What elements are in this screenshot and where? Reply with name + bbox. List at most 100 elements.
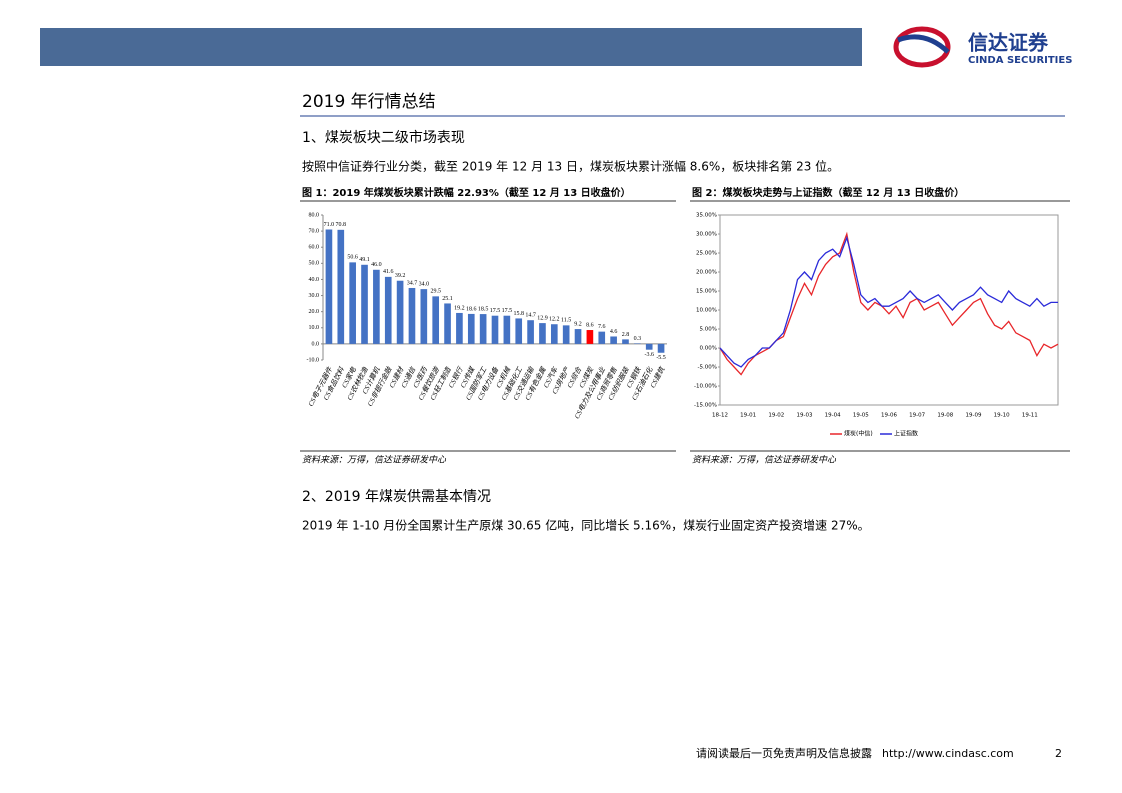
legend-label: 煤炭(中信) — [844, 430, 873, 438]
bar — [586, 330, 594, 344]
x-tick-label: 18-12 — [712, 413, 728, 419]
data-label: 17.5 — [490, 308, 501, 314]
legend-label: 上证指数 — [894, 430, 918, 438]
bar — [337, 229, 345, 344]
x-tick-label: 19-05 — [853, 413, 869, 419]
bar — [456, 312, 463, 344]
y-tick-label: -10.0 — [307, 357, 320, 363]
data-label: 12.9 — [537, 315, 548, 321]
y-tick-label: 10.00% — [696, 308, 717, 314]
logo-icon — [893, 26, 951, 68]
x-tick-label: 19-03 — [797, 413, 813, 419]
x-tick-label: 19-11 — [1022, 413, 1038, 419]
logo-cn: 信达证券 — [968, 31, 1049, 55]
line-series — [719, 235, 1058, 368]
y-tick-label: 20.0 — [309, 309, 320, 315]
chart-title: 图 1：2019 年煤炭板块累计跌幅 22.93%（截至 12 月 13 日收盘… — [302, 186, 631, 199]
bar — [420, 289, 428, 344]
y-tick-label: 0.0 — [312, 341, 320, 347]
data-label: 29.5 — [430, 289, 441, 295]
data-label: 50.6 — [347, 255, 358, 261]
bar — [515, 318, 523, 344]
bar — [432, 296, 440, 344]
section-heading: 2、2019 年煤炭供需基本情况 — [302, 488, 491, 505]
data-label: 18.6 — [466, 306, 477, 312]
bar — [361, 264, 368, 344]
data-label: 41.6 — [383, 269, 394, 275]
bar — [349, 262, 356, 344]
bar — [396, 280, 404, 344]
bar — [610, 336, 617, 344]
y-tick-label: 70.0 — [309, 228, 320, 234]
data-label: 2.8 — [622, 332, 630, 338]
data-label: 9.2 — [574, 321, 582, 327]
data-label: 12.2 — [549, 317, 560, 323]
data-label: 46.0 — [371, 262, 382, 268]
bar — [539, 323, 546, 344]
y-tick-label: 35.00% — [696, 213, 717, 219]
line-series — [719, 231, 1059, 376]
data-label: 49.1 — [359, 257, 370, 263]
x-tick-label: 19-01 — [740, 413, 756, 419]
page-number: 2 — [1055, 747, 1062, 760]
logo-en: CINDA SECURITIES — [968, 55, 1072, 66]
y-tick-label: 60.0 — [309, 245, 320, 251]
bar — [325, 229, 333, 344]
section-text: 2019 年 1-10 月份全国累计生产原煤 30.65 亿吨，同比增长 5.1… — [302, 518, 870, 533]
bar — [503, 315, 511, 344]
y-tick-label: 15.00% — [696, 289, 717, 295]
data-label: 14.7 — [525, 313, 536, 319]
x-tick-label: 19-10 — [994, 413, 1010, 419]
bar — [373, 269, 380, 344]
x-tick-label: 19-08 — [937, 413, 953, 419]
x-tick-label: 19-09 — [966, 413, 982, 419]
bar — [479, 314, 487, 344]
x-tick-label: 19-04 — [825, 413, 841, 419]
y-tick-label: -15.00% — [694, 403, 717, 409]
data-label: -5.5 — [656, 355, 666, 361]
data-label: 19.2 — [454, 305, 465, 311]
data-label: 25.1 — [442, 296, 453, 302]
y-tick-label: 20.00% — [696, 270, 717, 276]
section-heading: 1、煤炭板块二级市场表现 — [302, 129, 465, 146]
bar — [491, 315, 499, 344]
y-tick-label: 40.0 — [309, 277, 320, 283]
data-label: 34.0 — [419, 281, 430, 287]
chart-source: 资料来源：万得，信达证券研发中心 — [302, 455, 447, 466]
y-tick-label: -10.00% — [694, 384, 717, 390]
data-label: 8.6 — [586, 322, 594, 328]
data-label: 39.2 — [395, 273, 406, 279]
data-label: 7.6 — [598, 324, 606, 330]
data-label: 34.7 — [407, 280, 418, 286]
bar — [527, 320, 534, 344]
y-tick-label: 30.00% — [696, 232, 717, 238]
plot-frame — [719, 214, 1059, 406]
footer-url: http://www.cindasc.com — [882, 747, 1014, 760]
data-label: 18.5 — [478, 306, 489, 312]
bar — [550, 324, 558, 344]
y-tick-label: 0.00% — [700, 346, 717, 352]
data-label: 11.5 — [561, 318, 571, 324]
y-tick-label: 80.0 — [309, 212, 320, 218]
bar — [384, 276, 392, 344]
data-label: 71.0 — [324, 222, 335, 228]
data-label: 4.6 — [610, 329, 618, 335]
y-tick-label: 25.00% — [696, 251, 717, 257]
bar — [657, 343, 665, 353]
bar — [408, 287, 416, 344]
y-tick-label: 5.00% — [700, 327, 717, 333]
data-label: 70.8 — [336, 222, 347, 228]
bar — [562, 325, 570, 344]
section-text: 按照中信证券行业分类，截至 2019 年 12 月 13 日，煤炭板块累计涨幅 … — [302, 159, 839, 174]
bar — [574, 329, 582, 344]
bar — [598, 331, 606, 344]
data-label: 15.8 — [513, 311, 524, 317]
footer-disclaimer: 请阅读最后一页免责声明及信息披露 — [696, 746, 872, 760]
chart-title: 图 2：煤炭板块走势与上证指数（截至 12 月 13 日收盘价） — [692, 186, 964, 199]
data-label: 17.5 — [502, 308, 513, 314]
header-bar — [40, 28, 862, 66]
bar — [467, 313, 475, 344]
y-tick-label: 10.0 — [309, 325, 320, 331]
bar — [645, 343, 653, 350]
y-tick-label: -5.00% — [698, 365, 717, 371]
